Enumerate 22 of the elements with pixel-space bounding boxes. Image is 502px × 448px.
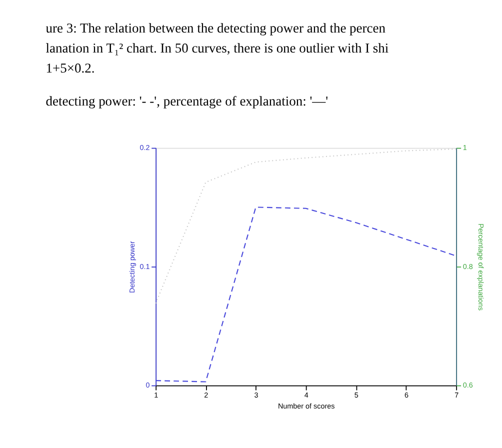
x-tick-label: 7: [454, 390, 459, 400]
x-tick-label: 4: [304, 390, 308, 400]
x-tick-label: 2: [204, 390, 208, 400]
x-tick-label: 6: [404, 390, 408, 400]
x-tick-label: 3: [254, 390, 258, 400]
y-tick-label: 0: [146, 380, 150, 390]
text: lanation in T₁² chart. In 50 curves, there is one outlier with I shi: [46, 40, 389, 56]
y2-tick-label: 1: [462, 143, 467, 152]
chart-subtitle: detecting power: '- -', percentage of explanation: '—': [46, 94, 328, 109]
line-series: [155, 148, 457, 304]
x-tick-label: 5: [354, 390, 358, 400]
line-series: [155, 206, 457, 382]
y2-tick-label: 0.6: [462, 380, 473, 390]
text: 1+5×0.2.: [46, 60, 95, 76]
text: ure 3: The relation between the detecting power and the percen: [46, 20, 386, 36]
y-tick-label: 0.1: [140, 262, 150, 271]
y2-tick-label: 0.8: [462, 262, 473, 271]
y-tick-label: 0.2: [140, 143, 150, 152]
y-axis-title: Detecting power: [127, 240, 136, 293]
x-tick-label: 1: [154, 390, 158, 400]
x-axis-title: Number of scores: [278, 401, 336, 410]
y2-axis-title: Percentage of explanations: [476, 223, 486, 311]
